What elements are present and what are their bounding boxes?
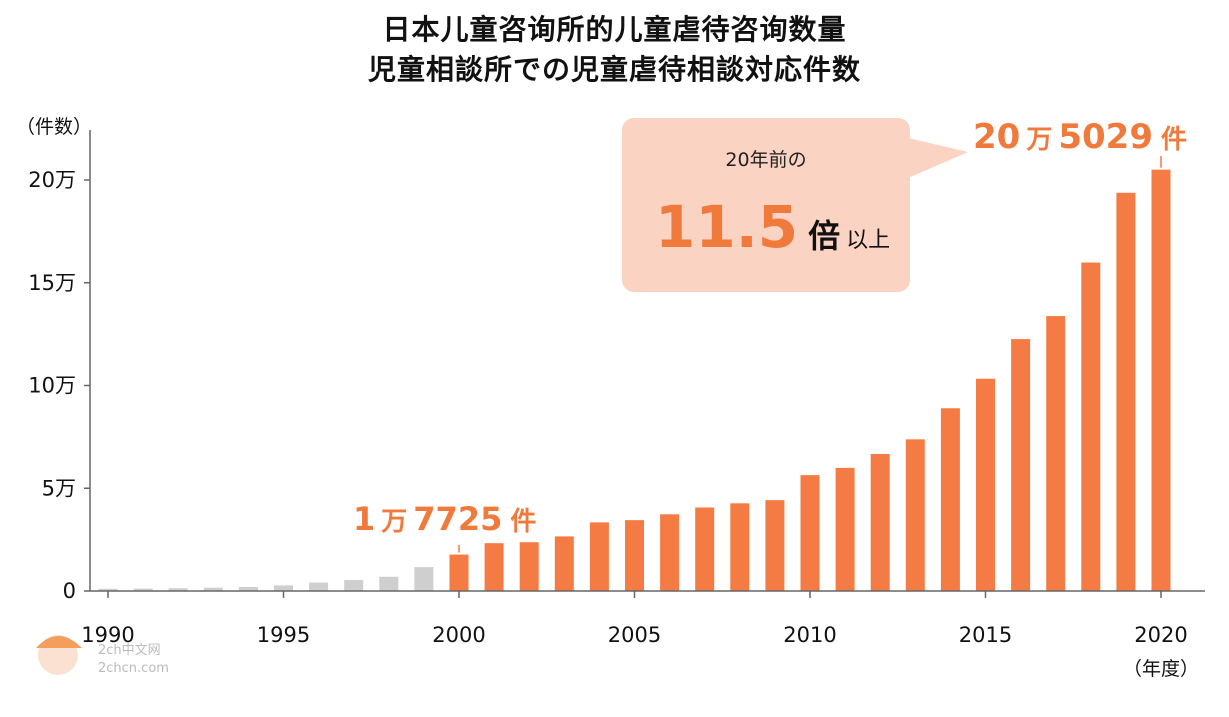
watermark-logo-hat [36,636,82,648]
x-tick-label: 1990 [81,623,134,647]
watermark-text: 2ch中文网 [98,643,161,658]
y-tick-label: 10万 [28,374,76,398]
chart-subtitle: 児童相談所での児童虐待相談対応件数 [367,53,861,86]
x-tick-label: 2005 [608,623,661,647]
y-tick-label: 0 [63,579,76,603]
bar-2007 [695,507,715,591]
x-axis-label: （年度） [1123,658,1199,680]
bar-1990 [98,588,118,591]
annotation-start-value: 1 万 7725 件 [353,500,536,538]
watermark-url: 2chcn.com [98,661,169,676]
bar-2000 [449,554,469,591]
bar-1998 [379,576,399,591]
bar-2017 [1046,316,1066,591]
bar-1994 [238,586,258,591]
bar-2003 [554,536,574,591]
callout-pointer [908,138,968,178]
bar-2016 [1011,339,1031,591]
bar-2010 [800,475,820,591]
bar-1999 [414,567,434,591]
bar-1993 [203,587,223,591]
x-tick-label: 2010 [783,623,836,647]
bar-1995 [274,585,293,591]
callout-ratio: 11.5 倍以上 [655,193,890,261]
bar-2001 [484,543,504,591]
bar-2013 [905,439,925,591]
y-tick-label: 20万 [28,168,76,192]
bar-2008 [730,503,750,591]
y-tick-label: 5万 [42,476,76,500]
x-tick-label: 2000 [432,623,485,647]
y-axis-label: （件数） [16,116,92,138]
bar-2004 [589,522,609,591]
bar-1996 [309,582,329,591]
bar-2005 [625,520,644,591]
bar-1997 [344,580,364,591]
callout-box [622,118,910,292]
bar-1992 [168,588,188,591]
bar-2020 [1151,169,1171,591]
bar-2002 [519,542,539,591]
x-tick-label: 1995 [257,623,310,647]
bar-2012 [870,453,890,591]
bar-2011 [835,467,855,591]
bar-2018 [1081,262,1101,591]
callout-line1: 20年前の [725,149,806,171]
x-tick-label: 2020 [1134,623,1187,647]
x-tick-label: 2015 [959,623,1012,647]
bar-1991 [133,588,153,591]
chart-title: 日本儿童咨询所的儿童虐待咨询数量 [382,13,847,46]
bar-2015 [976,378,995,591]
bar-2019 [1116,192,1136,591]
annotation-end-value: 20 万 5029 件 [973,117,1187,157]
bar-2009 [765,500,785,591]
bar-2006 [660,514,680,591]
bar-2014 [940,408,960,591]
y-tick-label: 15万 [28,271,76,295]
